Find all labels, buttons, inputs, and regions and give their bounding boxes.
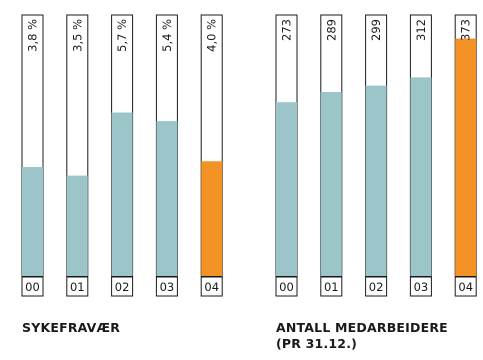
bar [156, 121, 178, 276]
bar [22, 167, 43, 276]
chart-antall: 273 00 289 01 299 02 312 03 373 04 [275, 14, 477, 297]
category-label: 01 [324, 280, 339, 294]
data-label: 373 [459, 19, 473, 41]
bar [365, 85, 387, 276]
bar [276, 102, 297, 277]
chart-title-sykefravaer: SYKEFRAVÆR [22, 320, 121, 335]
data-label: 289 [324, 19, 338, 41]
category-label: 02 [369, 280, 384, 294]
bar [66, 175, 88, 276]
category-label: 01 [70, 280, 85, 294]
category-label: 03 [414, 280, 429, 294]
data-label: 312 [414, 19, 428, 41]
category-label-box [320, 276, 343, 297]
bar [455, 38, 477, 277]
chart-title-antall-medarbeidere: ANTALL MEDARBEIDERE (PR 31.12.) [276, 320, 448, 351]
bar [201, 161, 223, 276]
category-label-box [200, 276, 223, 297]
category-label-box [275, 276, 298, 297]
category-label: 04 [458, 280, 473, 294]
category-label-box [155, 276, 178, 297]
data-label: 5,7 % [115, 19, 129, 52]
category-label-box [66, 276, 89, 297]
data-label: 273 [280, 19, 294, 41]
category-label-box [409, 276, 432, 297]
data-label: 4,0 % [205, 19, 219, 52]
bar [111, 112, 133, 277]
category-label: 03 [160, 280, 175, 294]
chart-sykefravaer: 3,8 % 00 3,5 % 01 5,7 % 02 5,4 % 03 4,0 % 04 [21, 14, 223, 297]
category-label: 04 [204, 280, 219, 294]
category-label-box [454, 276, 477, 297]
data-label: 5,4 % [160, 19, 174, 52]
category-label: 02 [115, 280, 130, 294]
category-label-box [365, 276, 388, 297]
category-label: 00 [279, 280, 294, 294]
data-label: 299 [369, 19, 383, 41]
bar [410, 77, 432, 276]
bar [320, 92, 342, 277]
data-label: 3,5 % [70, 19, 84, 52]
category-label: 00 [25, 280, 40, 294]
data-label: 3,8 % [26, 19, 40, 52]
category-label-box [111, 276, 134, 297]
category-label-box [21, 276, 44, 297]
